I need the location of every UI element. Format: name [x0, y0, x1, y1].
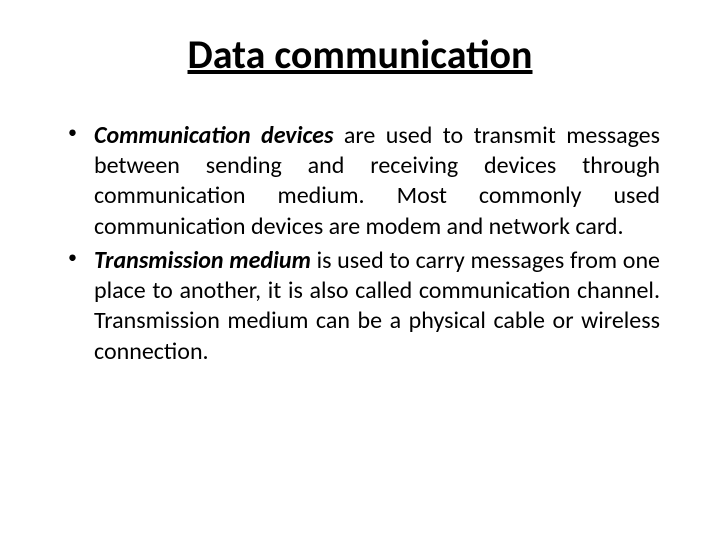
slide-title: Data communication: [60, 30, 660, 79]
bullet-list: Communication devices are used to transm…: [60, 121, 660, 367]
bullet-lead: Transmission medium: [94, 246, 311, 275]
list-item: Communication devices are used to transm…: [60, 121, 660, 242]
list-item: Transmission medium is used to carry mes…: [60, 246, 660, 367]
bullet-lead: Communication devices: [94, 121, 333, 150]
